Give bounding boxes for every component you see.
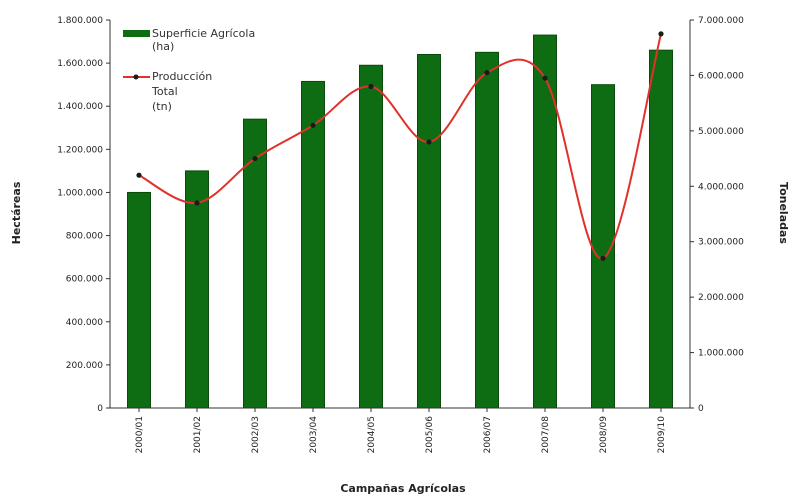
line-layer bbox=[136, 31, 664, 261]
y-tick-label: 1.400.000 bbox=[57, 102, 103, 112]
y-tick-label: 200.000 bbox=[66, 361, 103, 371]
production-point bbox=[658, 31, 664, 37]
x-tick-label: 2004/05 bbox=[367, 416, 377, 453]
production-line bbox=[138, 33, 662, 260]
y2-tick-label: 0 bbox=[698, 404, 704, 414]
bar bbox=[127, 191, 151, 409]
x-tick-label: 2000/01 bbox=[135, 416, 145, 453]
y-tick-label: 1.600.000 bbox=[57, 59, 103, 69]
production-point bbox=[136, 172, 142, 178]
y2-tick-label: 1.000.000 bbox=[698, 349, 744, 359]
y-ticks-left: 0 200.000 400.000 600.000 800.000 1.000.000 1.… bbox=[57, 16, 110, 414]
y-tick-label: 1.000.000 bbox=[57, 188, 103, 198]
x-axis-title: Campañas Agrícolas bbox=[340, 482, 466, 495]
bar bbox=[243, 118, 267, 409]
bar bbox=[417, 53, 441, 409]
production-point bbox=[484, 70, 490, 76]
y-tick-label: 800.000 bbox=[66, 232, 103, 242]
production-point bbox=[426, 139, 432, 145]
production-point bbox=[194, 200, 200, 206]
y2-tick-label: 7.000.000 bbox=[698, 16, 744, 26]
x-tick-label: 2003/04 bbox=[309, 416, 319, 454]
bar bbox=[475, 51, 499, 409]
bar bbox=[359, 64, 383, 409]
legend-label-bar-line1: Superficie Agrícola bbox=[152, 27, 255, 40]
y-axis-title: Hectáreas bbox=[10, 181, 23, 244]
x-tick-label: 2001/02 bbox=[193, 416, 203, 453]
legend-label-line-line3: (tn) bbox=[152, 100, 172, 113]
x-tick-label: 2007/08 bbox=[541, 416, 551, 454]
y2-axis-title: Toneladas bbox=[777, 182, 789, 244]
y-tick-label: 1.200.000 bbox=[57, 145, 103, 155]
production-point bbox=[368, 83, 374, 90]
legend-swatch-marker bbox=[133, 74, 139, 80]
y-tick-label: 0 bbox=[97, 404, 103, 414]
bar bbox=[649, 49, 673, 409]
legend-label-line-line1: Producción bbox=[152, 70, 212, 83]
y2-tick-label: 5.000.000 bbox=[698, 127, 744, 137]
legend-label-line-line2: Total bbox=[151, 85, 178, 98]
y2-tick-label: 3.000.000 bbox=[698, 238, 744, 248]
legend: Superficie Agrícola (ha) Producción Tota… bbox=[123, 27, 255, 113]
x-ticks: 2000/01 2001/02 2002/03 2003/04 2004/05 2005/… bbox=[135, 408, 667, 453]
production-point bbox=[542, 75, 548, 81]
y2-tick-label: 2.000.000 bbox=[698, 293, 744, 303]
bars-layer bbox=[127, 34, 673, 409]
y-tick-label: 1.800.000 bbox=[57, 16, 103, 26]
x-tick-label: 2008/09 bbox=[599, 416, 609, 454]
axes-layer bbox=[109, 20, 691, 409]
production-point bbox=[252, 155, 258, 162]
production-point bbox=[600, 255, 606, 261]
y-tick-label: 400.000 bbox=[66, 318, 103, 328]
x-tick-label: 2006/07 bbox=[483, 416, 493, 453]
legend-label-bar-line2: (ha) bbox=[152, 40, 174, 53]
x-tick-label: 2002/03 bbox=[251, 416, 261, 453]
x-tick-label: 2009/10 bbox=[657, 416, 667, 454]
bar bbox=[533, 34, 557, 409]
y2-tick-label: 6.000.000 bbox=[698, 71, 744, 81]
bar bbox=[185, 170, 209, 409]
legend-swatch-bar bbox=[123, 30, 150, 37]
y2-tick-label: 4.000.000 bbox=[698, 182, 744, 192]
production-point bbox=[310, 122, 316, 128]
y-ticks-right: 0 1.000.000 2.000.000 3.000.000 4.000.000 5.0… bbox=[690, 16, 744, 414]
x-tick-label: 2005/06 bbox=[425, 416, 435, 454]
y-tick-label: 600.000 bbox=[66, 275, 103, 285]
